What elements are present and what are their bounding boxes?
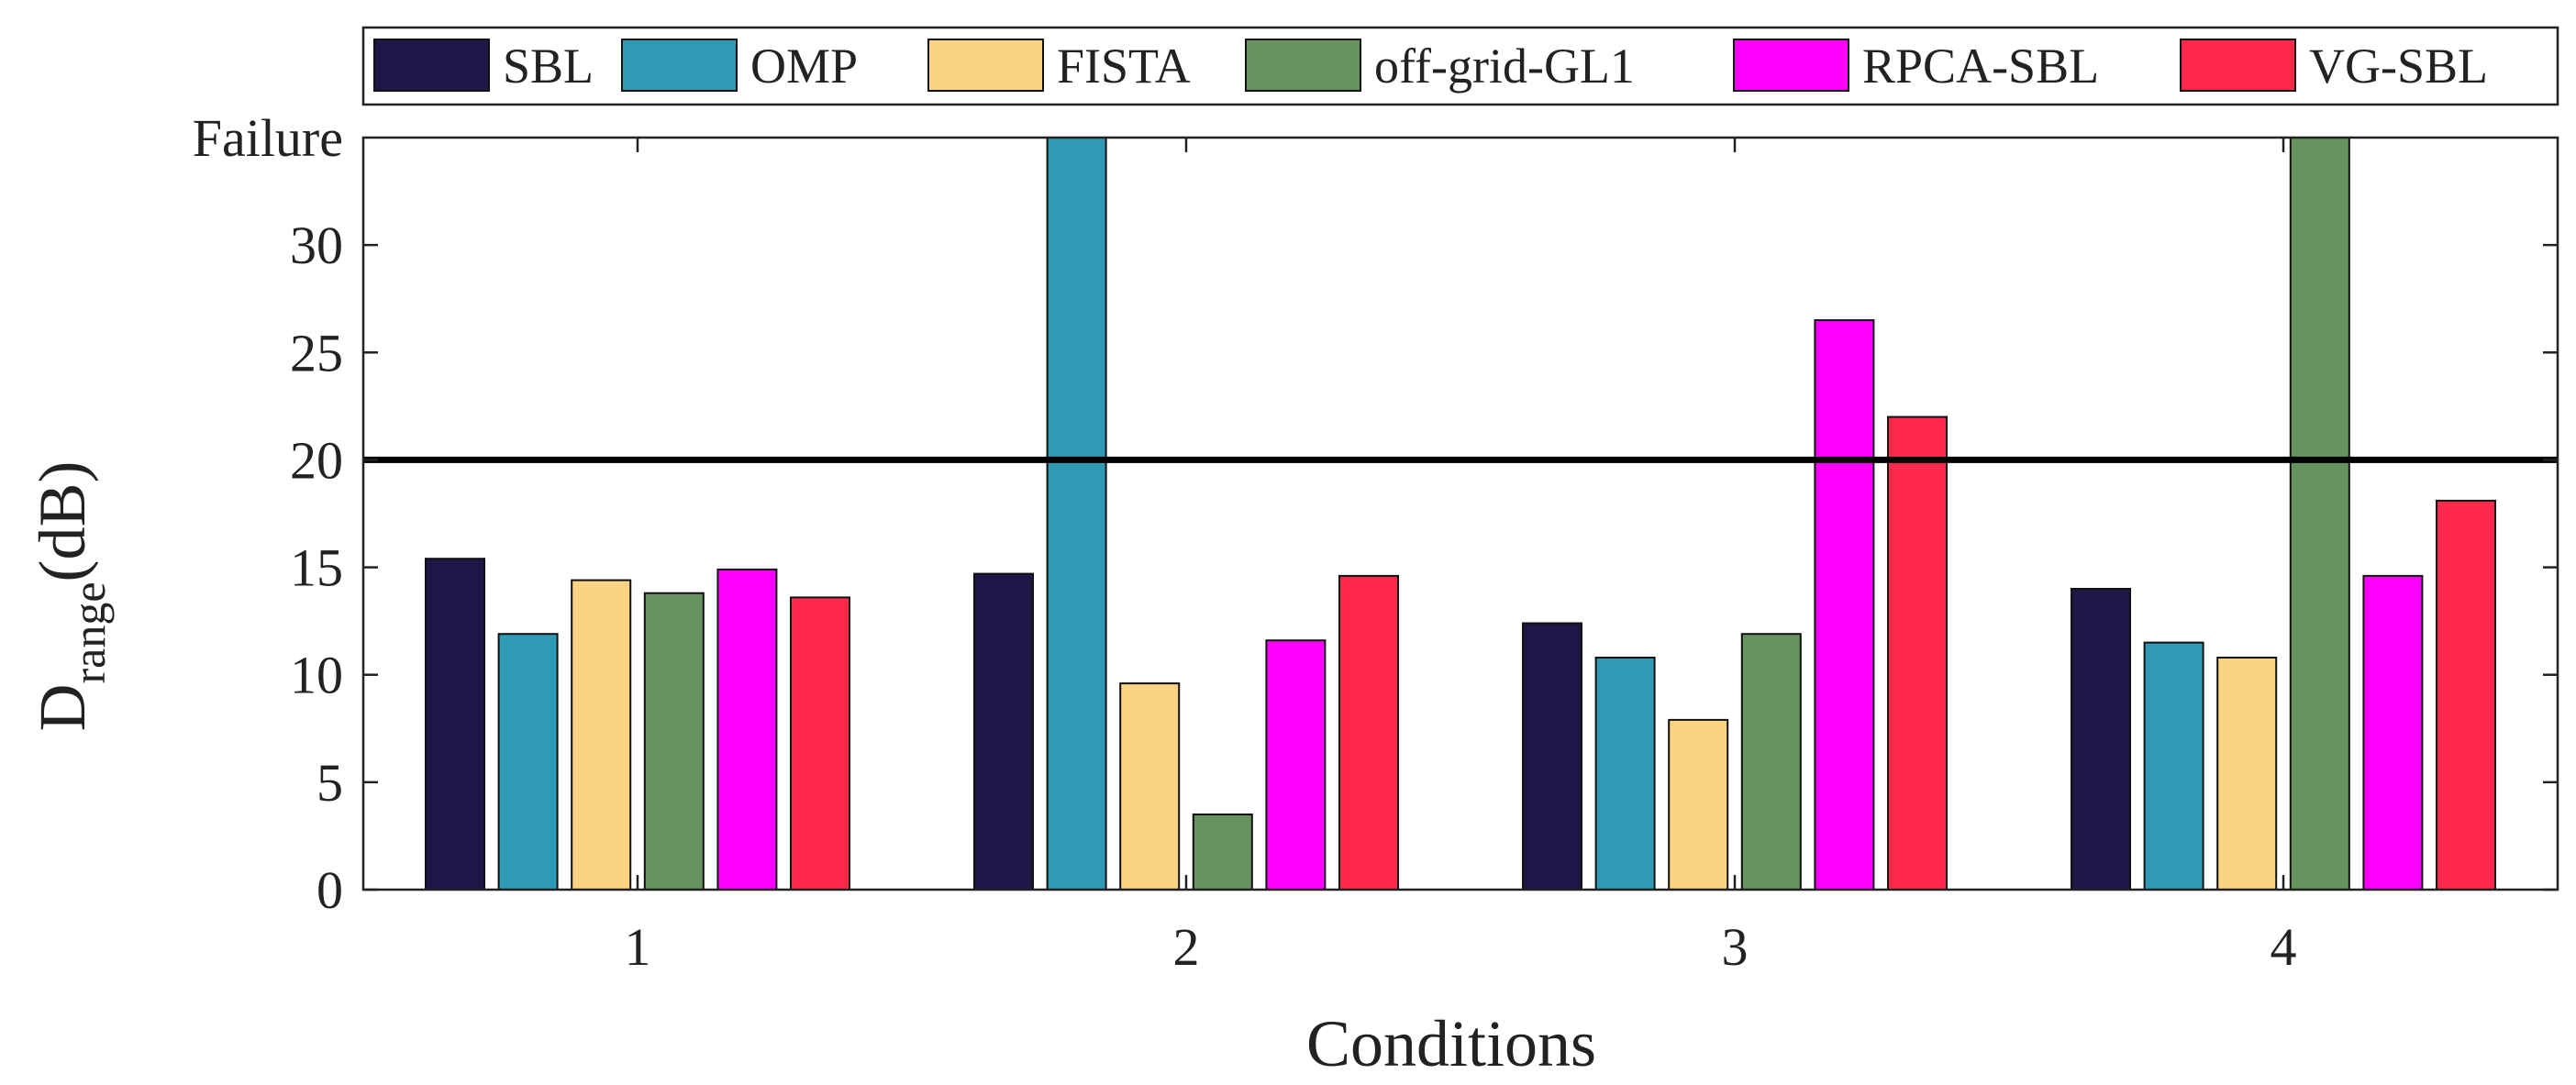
y-axis-title-main: D bbox=[26, 684, 99, 732]
legend-label: off-grid-GL1 bbox=[1374, 39, 1635, 94]
y-tick-label: 5 bbox=[316, 753, 343, 813]
series-vg-sbl bbox=[790, 415, 2496, 891]
legend-entry: off-grid-GL1 bbox=[1245, 39, 1635, 94]
bar bbox=[1338, 574, 1399, 891]
legend-swatch bbox=[927, 39, 1044, 92]
bar bbox=[1119, 682, 1181, 891]
legend-swatch bbox=[621, 39, 738, 92]
legend-label: VG-SBL bbox=[2309, 39, 2488, 94]
bar bbox=[1814, 319, 1875, 891]
y-axis-title-unit: (dB) bbox=[26, 460, 99, 581]
bar bbox=[1887, 415, 1948, 891]
bar bbox=[643, 592, 705, 891]
bar bbox=[1265, 639, 1327, 891]
x-tick-label: 1 bbox=[625, 917, 651, 977]
legend-label: SBL bbox=[503, 39, 594, 94]
y-tick-label: 0 bbox=[316, 860, 343, 920]
bar bbox=[425, 558, 485, 891]
bar bbox=[1594, 657, 1656, 891]
bar bbox=[1192, 814, 1253, 891]
series-rpca-sbl bbox=[716, 319, 2424, 891]
series-fista bbox=[571, 579, 2278, 891]
bar bbox=[571, 579, 632, 891]
legend-entry: VG-SBL bbox=[2180, 39, 2488, 94]
y-tick-label: 10 bbox=[290, 646, 343, 705]
legend-entry: RPCA-SBL bbox=[1733, 39, 2099, 94]
bar bbox=[716, 568, 778, 891]
series-sbl bbox=[425, 558, 2131, 891]
axes-box bbox=[361, 136, 2559, 891]
plot-area bbox=[363, 137, 2558, 891]
legend-label: OMP bbox=[750, 39, 858, 94]
bar bbox=[1046, 137, 1107, 891]
x-tick-label: 3 bbox=[1722, 917, 1749, 977]
series-off-grid-gl1 bbox=[643, 137, 2350, 891]
legend-label: FISTA bbox=[1057, 39, 1191, 94]
series-omp bbox=[497, 137, 2204, 891]
y-failure-label: Failure bbox=[193, 108, 343, 168]
legend: SBL OMP FISTA off-grid-GL1 RPCA-SBL VG-SBL bbox=[361, 26, 2559, 106]
legend-entry: OMP bbox=[621, 39, 858, 94]
x-tick-label: 2 bbox=[1173, 917, 1200, 977]
x-axis-title: Conditions bbox=[1306, 1007, 1596, 1080]
bar bbox=[1740, 633, 1802, 891]
legend-label: RPCA-SBL bbox=[1862, 39, 2099, 94]
legend-swatch bbox=[373, 39, 490, 92]
bar bbox=[973, 572, 1034, 891]
bar bbox=[2436, 499, 2496, 891]
bar bbox=[2143, 641, 2204, 891]
legend-swatch bbox=[2180, 39, 2296, 92]
axes: 0 5 10 15 20 25 30 Failure 1 2 3 4 bbox=[193, 108, 2559, 977]
bar bbox=[2216, 657, 2278, 891]
bar bbox=[1668, 718, 1729, 891]
legend-swatch bbox=[1733, 39, 1849, 92]
legend-entry: FISTA bbox=[927, 39, 1191, 94]
y-axis-title: Drange(dB) bbox=[26, 460, 115, 731]
bar bbox=[1522, 622, 1582, 891]
y-axis-title-subscript: range bbox=[63, 581, 115, 683]
bar bbox=[497, 633, 559, 891]
y-tick-label: 15 bbox=[290, 538, 343, 598]
bar bbox=[2362, 574, 2424, 891]
bar bbox=[790, 596, 850, 891]
y-tick-label: 30 bbox=[290, 216, 343, 275]
legend-swatch bbox=[1245, 39, 1361, 92]
bar bbox=[2289, 137, 2350, 891]
x-tick-label: 4 bbox=[2271, 917, 2297, 977]
y-tick-label: 20 bbox=[290, 430, 343, 490]
bar bbox=[2071, 588, 2131, 891]
y-tick-label: 25 bbox=[290, 323, 343, 382]
legend-entry: SBL bbox=[373, 39, 594, 94]
